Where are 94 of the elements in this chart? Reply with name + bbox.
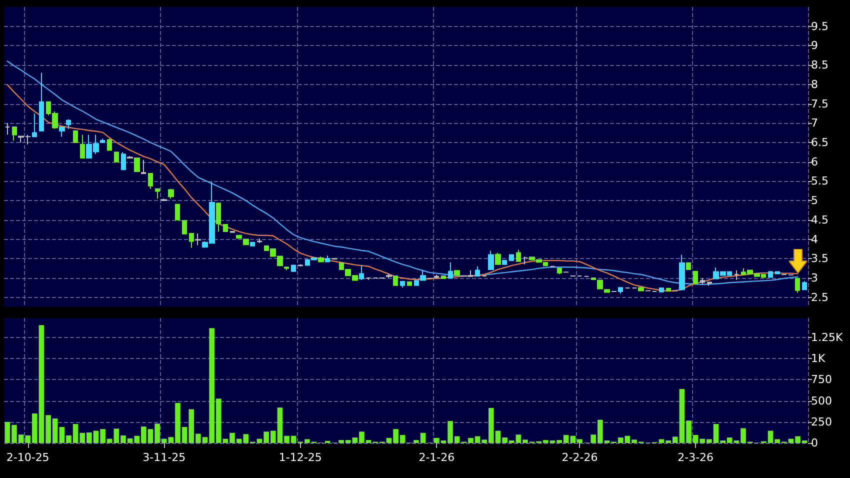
candlestick [795, 277, 800, 294]
candlestick [502, 260, 507, 265]
y-tick-label: 3 [811, 271, 818, 284]
x-tick-label: 2-3-26 [678, 451, 714, 464]
candlestick [495, 252, 501, 265]
candlestick [768, 270, 773, 278]
y-tick-label: 0 [811, 436, 818, 450]
candlestick [591, 277, 596, 280]
candlestick [243, 238, 249, 246]
candlestick [557, 268, 562, 275]
candlestick [39, 72, 44, 132]
candlestick [454, 270, 460, 276]
candlestick [407, 281, 412, 286]
candlestick [325, 255, 330, 262]
candlestick [100, 138, 105, 143]
candlestick [523, 256, 528, 265]
candlestick [5, 122, 10, 136]
candlestick [107, 138, 112, 151]
x-tick-label: 2-10-25 [6, 451, 50, 464]
candlestick [134, 157, 140, 172]
candlestick [509, 254, 514, 262]
candlestick [257, 238, 262, 244]
y-tick-label: 6.5 [811, 136, 828, 149]
candlestick [175, 204, 180, 220]
candlestick [318, 256, 324, 262]
candlestick [298, 264, 303, 267]
candlestick [73, 130, 78, 143]
candlestick [448, 262, 453, 278]
candlestick [618, 287, 623, 294]
candlestick [638, 287, 644, 292]
candlestick [366, 277, 371, 280]
candlestick [114, 152, 119, 162]
candlestick [236, 234, 242, 239]
y-tick-label: 7 [811, 116, 818, 130]
candlestick [666, 288, 671, 292]
y-tick-label: 8 [811, 78, 818, 91]
x-tick-label: 1-12-25 [278, 451, 322, 464]
y-tick-label: 5.5 [811, 174, 828, 188]
candlestick [734, 270, 739, 280]
candlestick [386, 274, 392, 278]
candlestick [141, 159, 146, 174]
y-tick-label: 1K [811, 352, 826, 366]
x-tick-label: 3-11-25 [142, 451, 186, 464]
candlestick [802, 280, 807, 290]
candlestick [516, 249, 521, 262]
candlestick [195, 232, 201, 246]
y-tick-label: 6 [811, 155, 818, 168]
y-tick-label: 250 [811, 415, 832, 428]
candlestick [161, 198, 167, 202]
candlestick [488, 250, 494, 270]
candlestick [155, 188, 160, 200]
y-tick-label: 8.5 [811, 58, 828, 72]
candlestick [291, 264, 296, 272]
candlestick [686, 262, 691, 270]
candlestick [182, 220, 187, 234]
y-tick-label: 5 [811, 194, 818, 208]
candlestick [400, 280, 405, 288]
candlestick [659, 288, 664, 292]
x-tick-label: 2-2-26 [562, 451, 598, 464]
candlestick [475, 266, 480, 277]
y-tick-label: 7.5 [811, 97, 828, 110]
candlestick [250, 242, 255, 246]
candlestick [359, 264, 364, 280]
candlestick [121, 152, 126, 170]
candlestick [32, 112, 37, 138]
y-tick-label: 1.25K [811, 330, 844, 344]
candlestick [189, 232, 194, 248]
candlestick [216, 202, 221, 232]
y-tick-label: 9 [811, 39, 818, 52]
candlestick [127, 156, 133, 158]
candlestick [693, 270, 698, 284]
candlestick [66, 118, 71, 130]
y-tick-label: 2.5 [811, 290, 828, 304]
candlestick [148, 172, 153, 190]
candlestick [441, 276, 446, 279]
x-tick-label: 2-1-26 [418, 451, 455, 464]
candlestick [80, 134, 85, 158]
y-tick-label: 3.5 [811, 252, 828, 266]
y-tick-label: 4 [811, 232, 818, 246]
candlestick [393, 276, 398, 286]
candlestick [284, 266, 289, 271]
y-tick-label: 500 [811, 394, 832, 408]
candlestick [700, 277, 705, 285]
candlestick [434, 274, 439, 280]
candlestick [223, 224, 228, 232]
y-tick-label: 4.5 [811, 213, 828, 226]
y-tick-label: 9.5 [811, 20, 828, 33]
candlestick [679, 254, 685, 291]
candlestick [59, 126, 65, 138]
candlestick [775, 271, 780, 274]
candlestick [168, 188, 174, 200]
y-tick-label: 750 [811, 373, 832, 386]
candlestick [12, 126, 17, 142]
candlestick [707, 282, 712, 286]
